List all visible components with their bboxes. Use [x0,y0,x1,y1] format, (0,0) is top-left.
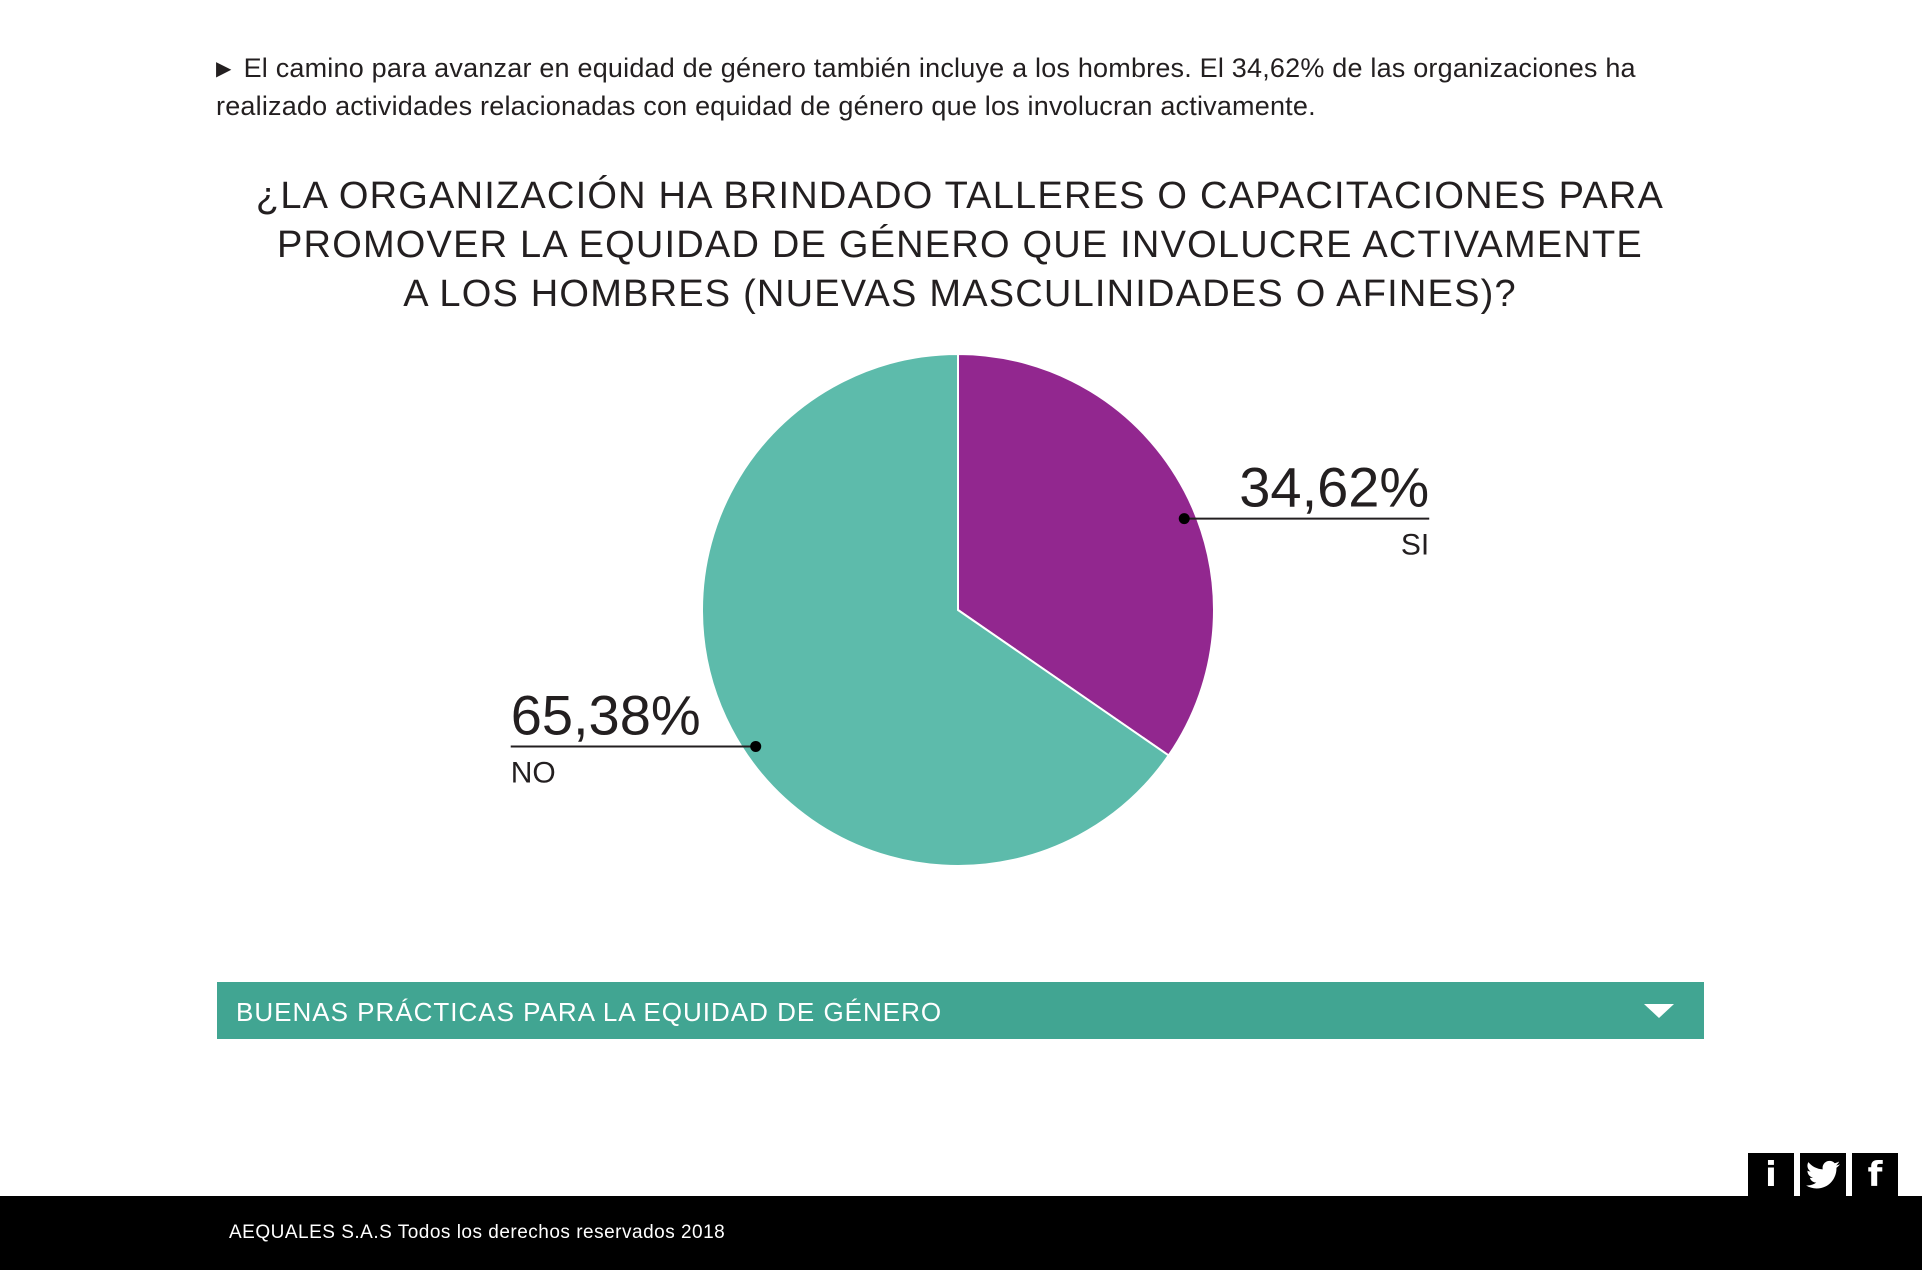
footer: AEQUALES S.A.S Todos los derechos reserv… [0,1196,1922,1270]
intro-text: El camino para avanzar en equidad de gén… [216,53,1636,121]
triangle-down-icon[interactable] [1644,1004,1674,1018]
intro-paragraph: ▶ El camino para avanzar en equidad de gé… [216,50,1716,125]
accordion-title: BUENAS PRÁCTICAS PARA LA EQUIDAD DE GÉNE… [236,997,943,1027]
pie-slice-si [957,352,1215,757]
data-label-si: 34,62% [1239,456,1429,519]
chart-title-line: ¿LA ORGANIZACIÓN HA BRINDADO TALLERES O … [255,175,1665,217]
twitter-icon[interactable] [1800,1153,1846,1197]
pie-chart: 34,62% SI 65,38% NO [510,352,1430,867]
social-links: i f [1748,1153,1898,1197]
pie-slice-no [701,352,1171,867]
info-icon[interactable]: i [1748,1153,1794,1197]
facebook-icon[interactable]: f [1852,1153,1898,1197]
callout-dot-no [750,740,762,752]
twitter-bird-icon [1806,1160,1840,1189]
chart-title-line: PROMOVER LA EQUIDAD DE GÉNERO QUE INVOLU… [277,224,1643,266]
bullet-arrow-icon: ▶ [216,58,232,80]
good-practices-accordion[interactable]: BUENAS PRÁCTICAS PARA LA EQUIDAD DE GÉNE… [217,982,1704,1039]
callout-dot-si [1178,513,1190,525]
category-label-si: SI [1401,529,1429,562]
category-label-no: NO [511,756,556,789]
chart-title: ¿LA ORGANIZACIÓN HA BRINDADO TALLERES O … [160,172,1760,319]
data-label-no: 65,38% [511,683,701,746]
copyright-text: AEQUALES S.A.S Todos los derechos reserv… [229,1222,726,1243]
chart-title-line: A LOS HOMBRES (NUEVAS MASCULINIDADES O A… [403,273,1517,315]
